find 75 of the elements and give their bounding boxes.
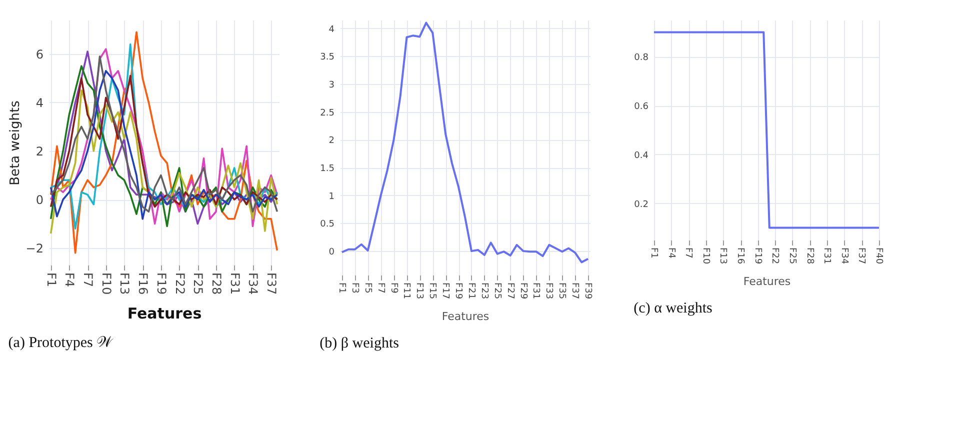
x-tick-label: F5	[362, 282, 372, 294]
x-tick-label: F4	[62, 272, 77, 288]
x-axis-title: Features	[127, 304, 202, 323]
x-tick-label: F11	[401, 282, 412, 300]
x-tick-label: F22	[770, 248, 780, 264]
y-tick-label: 0	[328, 248, 335, 258]
x-axis-title: Features	[442, 310, 490, 324]
y-tick-label: 2	[36, 144, 44, 158]
line-series	[50, 89, 278, 234]
x-tick-label: F40	[874, 248, 884, 264]
x-tick-label: F22	[172, 272, 187, 295]
x-tick-label: F7	[683, 248, 694, 258]
x-tick-label: F39	[582, 282, 593, 300]
x-tick-label: F19	[752, 248, 762, 264]
x-tick-label: F10	[700, 248, 710, 264]
y-tick-label: 0.2	[634, 200, 648, 210]
y-tick-label: 0.4	[634, 150, 649, 161]
x-tick-label: F23	[478, 282, 489, 300]
x-tick-label: F34	[838, 248, 849, 264]
x-tick-label: F33	[544, 282, 554, 300]
x-tick-label: F28	[209, 272, 224, 295]
x-tick-label: F1	[336, 282, 346, 294]
x-tick-label: F19	[154, 272, 168, 295]
x-tick-label: F37	[264, 272, 279, 295]
y-tick-label: 3	[328, 80, 334, 91]
y-tick-label: 4	[36, 96, 44, 110]
y-axis-title: Beta weights	[8, 100, 23, 186]
y-tick-label: 3.5	[320, 52, 334, 63]
x-tick-label: F25	[191, 272, 206, 295]
y-tick-label: −2	[26, 242, 44, 256]
x-tick-label: F34	[246, 272, 260, 295]
x-tick-label: F13	[718, 248, 728, 264]
x-tick-label: F9	[388, 282, 398, 294]
y-tick-label: 2	[328, 136, 334, 146]
text: (a) Prototypes 𝒲	[8, 335, 114, 352]
x-tick-label: F1	[648, 248, 658, 258]
x-tick-label: F7	[375, 282, 386, 294]
x-tick-label: F35	[556, 282, 567, 300]
x-tick-label: F25	[786, 248, 797, 264]
x-tick-label: F31	[822, 248, 832, 264]
y-tick-label: 1	[328, 192, 334, 202]
line-series	[50, 31, 278, 254]
x-tick-label: F17	[440, 282, 450, 300]
x-tick-label: F37	[570, 282, 580, 300]
x-tick-label: F16	[735, 248, 746, 264]
x-tick-label: F13	[118, 272, 132, 295]
x-tick-label: F4	[666, 248, 676, 259]
y-tick-label: 2.5	[320, 108, 334, 118]
text: (b) β weights	[320, 336, 400, 352]
x-axis-title: Features	[743, 275, 791, 288]
x-tick-label: F21	[466, 282, 476, 300]
x-tick-label: F27	[504, 282, 515, 300]
x-tick-label: F1	[44, 272, 58, 288]
y-tick-label: 0	[36, 193, 44, 208]
x-tick-label: F31	[530, 282, 541, 300]
x-tick-label: F31	[228, 272, 242, 295]
x-tick-label: F7	[81, 272, 96, 288]
y-tick-label: 4	[328, 24, 335, 35]
x-tick-label: F3	[349, 282, 360, 294]
x-tick-label: F37	[856, 248, 866, 264]
text: (c) α weights	[634, 300, 713, 317]
y-tick-label: 6	[36, 47, 44, 62]
x-tick-label: F28	[804, 248, 814, 264]
x-tick-label: F10	[99, 272, 114, 295]
x-tick-label: F25	[492, 282, 502, 300]
y-tick-label: 1.5	[320, 164, 334, 174]
x-tick-label: F29	[518, 282, 528, 300]
y-tick-label: 0.5	[320, 220, 334, 230]
y-tick-label: 0.8	[634, 53, 649, 64]
y-tick-label: 0.6	[634, 102, 649, 112]
x-tick-label: F13	[414, 282, 424, 300]
x-tick-label: F16	[136, 272, 150, 295]
line-series	[340, 22, 590, 264]
x-tick-label: F15	[427, 282, 438, 300]
x-tick-label: F19	[453, 282, 464, 300]
